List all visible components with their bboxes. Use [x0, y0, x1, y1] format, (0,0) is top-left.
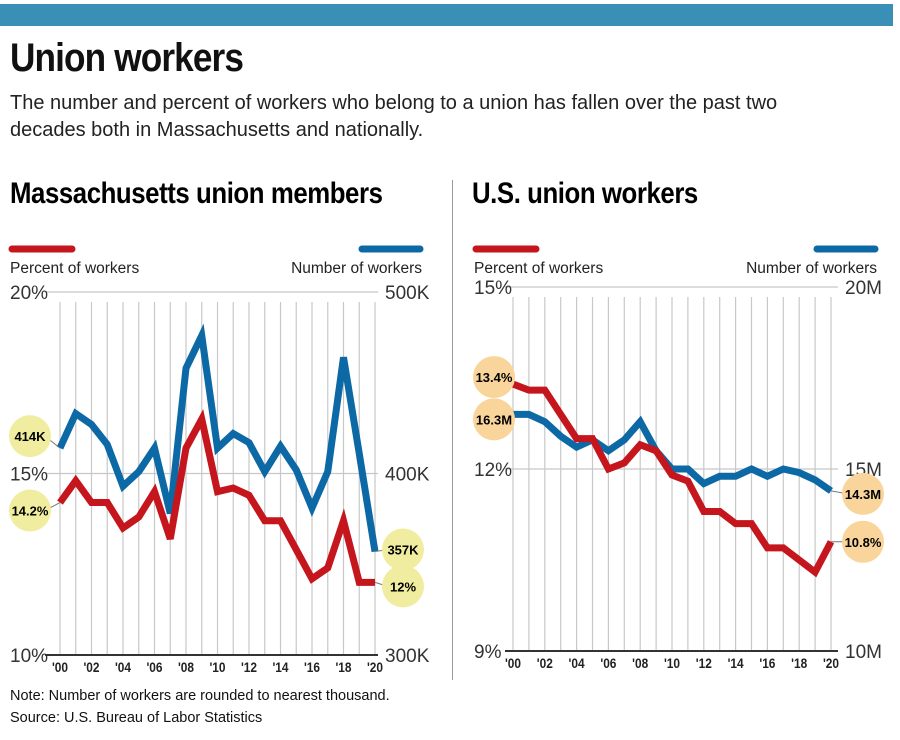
y-left-tick-label: 15% — [10, 465, 48, 486]
legend-number-label: Number of workers — [746, 260, 877, 277]
x-tick-label: '06 — [600, 655, 616, 671]
x-tick-label: '18 — [791, 655, 807, 671]
y-right-tick-label: 20M — [845, 278, 882, 299]
ma-union-chart: Massachusetts union members Percent of wo… — [8, 176, 430, 675]
x-tick-label: '04 — [115, 659, 132, 675]
y-left-tick-label: 9% — [474, 642, 502, 663]
y-left-tick-label: 10% — [10, 646, 48, 667]
us-union-chart: U.S. union workers Percent of workers Numb… — [472, 176, 884, 671]
number-start-bubble — [9, 415, 51, 458]
percent-start-bubble — [9, 489, 51, 532]
number-start-label: 16.3M — [476, 412, 512, 427]
x-tick-label: '02 — [537, 655, 553, 671]
x-tick-label: '10 — [209, 659, 225, 675]
number-end-bubble — [842, 472, 884, 515]
number-end-label: 357K — [387, 543, 419, 558]
footer-source: Source: U.S. Bureau of Labor Statistics — [10, 710, 263, 726]
legend-percent-label: Percent of workers — [10, 260, 139, 277]
legend-percent-label: Percent of workers — [474, 260, 603, 277]
x-tick-label: '20 — [367, 659, 383, 675]
x-tick-label: '20 — [823, 655, 839, 671]
chart-title: Massachusetts union members — [10, 176, 383, 209]
percent-series-line — [57, 409, 375, 586]
x-tick-label: '18 — [335, 659, 351, 675]
percent-end-label: 10.8% — [845, 535, 882, 550]
page-subtitle: The number and percent of workers who be… — [10, 92, 778, 141]
y-left-tick-label: 15% — [474, 278, 512, 299]
percent-start-bubble — [473, 356, 515, 399]
x-tick-label: '08 — [178, 659, 194, 675]
number-start-bubble — [473, 398, 515, 441]
percent-end-bubble — [382, 565, 424, 608]
x-tick-label: '08 — [632, 655, 648, 671]
number-start-label: 414K — [14, 429, 46, 444]
y-left-tick-label: 20% — [10, 283, 48, 304]
percent-series-line — [511, 380, 835, 578]
x-tick-label: '04 — [569, 655, 586, 671]
x-tick-label: '00 — [505, 655, 521, 671]
x-tick-label: '14 — [728, 655, 745, 671]
percent-start-label: 14.2% — [12, 504, 49, 519]
number-end-label: 14.3M — [845, 487, 881, 502]
x-tick-label: '02 — [83, 659, 99, 675]
chart-title: U.S. union workers — [472, 176, 698, 209]
y-right-tick-label: 400K — [385, 465, 430, 486]
legend-number-label: Number of workers — [291, 260, 422, 277]
x-tick-label: '10 — [664, 655, 680, 671]
x-tick-label: '16 — [304, 659, 320, 675]
footer-note: Note: Number of workers are rounded to n… — [10, 688, 390, 704]
y-right-tick-label: 300K — [385, 646, 430, 667]
y-right-tick-label: 500K — [385, 283, 430, 304]
x-tick-label: '12 — [241, 659, 257, 675]
y-left-tick-label: 12% — [474, 460, 512, 481]
x-tick-label: '16 — [759, 655, 775, 671]
header-bar — [0, 4, 893, 26]
page-title: Union workers — [10, 36, 244, 80]
x-tick-label: '14 — [272, 659, 289, 675]
chart-divider — [452, 180, 453, 680]
percent-end-bubble — [842, 520, 884, 563]
y-right-tick-label: 10M — [845, 642, 882, 663]
number-series-line — [56, 323, 379, 553]
x-tick-label: '12 — [696, 655, 712, 671]
x-tick-label: '06 — [146, 659, 162, 675]
number-end-bubble — [382, 528, 424, 571]
percent-end-label: 12% — [390, 579, 416, 594]
x-tick-label: '00 — [52, 659, 68, 675]
percent-start-label: 13.4% — [476, 370, 513, 385]
